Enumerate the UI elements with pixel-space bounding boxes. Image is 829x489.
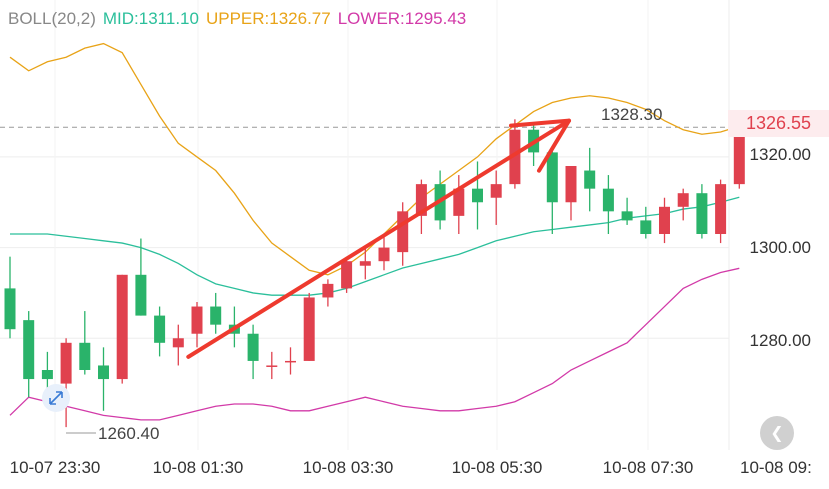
candle-body — [640, 220, 652, 234]
upper-value: UPPER:1326.77 — [205, 9, 331, 28]
y-tick: 1280.00 — [749, 331, 811, 350]
candle-body — [172, 338, 184, 348]
candle-body — [565, 166, 577, 203]
chevron-left-icon: ❮ — [770, 423, 784, 442]
candle-body — [247, 333, 259, 361]
candle-body — [116, 274, 128, 380]
candle-body — [60, 342, 72, 384]
candle-body — [341, 261, 353, 289]
candle-body — [191, 306, 203, 334]
candle-body — [378, 247, 390, 262]
candle-body — [584, 170, 596, 189]
high-price-label: 1328.30 — [601, 105, 663, 124]
candle-body — [266, 365, 278, 367]
candles — [4, 119, 745, 428]
candle-body — [602, 188, 614, 212]
mid-value: MID:1311.10 — [102, 9, 199, 28]
current-price-badge: 1326.55 — [728, 110, 829, 137]
y-tick: 1320.00 — [749, 145, 811, 164]
candle-body — [509, 129, 521, 185]
candle-body — [79, 342, 91, 370]
x-tick: 10-07 23:30 — [9, 458, 101, 477]
candle-body — [490, 184, 502, 198]
x-tick: 10-08 07:30 — [602, 458, 694, 477]
candle-body — [715, 184, 727, 234]
x-tick: 10-08 05:30 — [451, 458, 543, 477]
indicator-legend: BOLL(20,2) MID:1311.10 UPPER:1326.77 LOWER:… — [8, 9, 473, 29]
trend-arrow — [186, 118, 571, 359]
x-tick: 10-08 09: — [740, 458, 812, 477]
mid-band-line — [10, 196, 740, 296]
candle-body — [210, 306, 222, 325]
candle-body — [135, 274, 147, 316]
candle-body — [303, 297, 315, 361]
candle-body — [621, 211, 633, 221]
candle-body — [23, 320, 35, 380]
candle-body — [733, 127, 745, 185]
candle-body — [41, 370, 53, 380]
candle-body — [285, 360, 296, 363]
candle-body — [696, 193, 708, 234]
arrow-shaft — [186, 118, 571, 359]
candle-body — [415, 184, 427, 216]
candle-body — [546, 152, 558, 203]
candle-body — [4, 288, 16, 330]
candle-body — [472, 188, 483, 203]
low-price-label: 1260.40 — [98, 424, 160, 443]
candle-body — [359, 261, 371, 266]
x-tick: 10-08 03:30 — [302, 458, 394, 477]
candle-body — [322, 283, 334, 298]
low-marker-icon — [42, 384, 70, 412]
candle-body — [98, 365, 109, 380]
grid-lines — [0, 0, 730, 450]
candle-body — [659, 206, 670, 234]
candle-body — [154, 315, 166, 343]
y-tick: 1300.00 — [749, 238, 811, 257]
boll-label: BOLL(20,2) — [8, 9, 96, 28]
candle-body — [453, 188, 465, 216]
candle-body — [397, 211, 409, 253]
arrow-head — [509, 118, 571, 173]
lower-value: LOWER:1295.43 — [337, 9, 467, 28]
candle-body — [677, 193, 689, 207]
x-tick: 10-08 01:30 — [152, 458, 244, 477]
lower-band-line — [9, 267, 740, 421]
back-to-latest-button[interactable]: ❮ — [760, 416, 794, 450]
